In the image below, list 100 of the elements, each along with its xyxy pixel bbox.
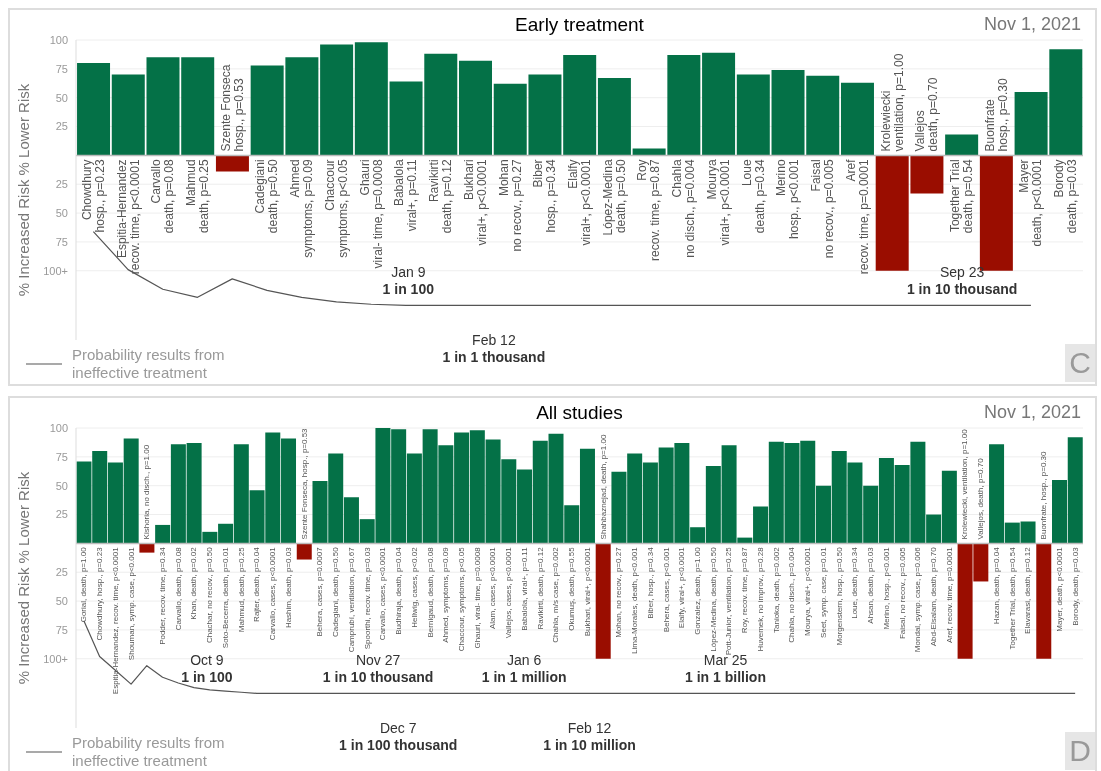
x-tick-label: Mourya, viral+, p<0.0001 [803,546,813,636]
x-tick-label: Budhiraja, death, p=0.04 [394,546,404,635]
y-tick-label: 50 [55,206,68,219]
y-tick-label: 100+ [43,264,68,277]
bar [354,42,388,156]
x-tick-label: Babalola, viral+, p=0.11 [519,546,529,631]
x-tick-label: Rajter, death, p=0.04 [252,546,262,622]
x-tick-label: Elavarasi, death, p=0.12 [1023,546,1033,634]
chart-subtitle: Nov 1, 2021 [983,402,1081,423]
bar [77,63,111,156]
bar [840,82,874,156]
bar [702,52,736,156]
x-tick-label: Alam, cases, p<0.0001 [488,546,498,629]
x-tick-label: Chahla, m/s case, p=0.002 [551,546,561,643]
x-tick-label: Faisal, no recov., p=0.005 [897,546,907,640]
y-tick-label: 50 [55,479,68,492]
panel-letter: D [1065,732,1095,770]
x-tick-label: Buonfrate, hosp., p=0.30 [1039,450,1049,540]
y-tick-label: 25 [55,178,68,191]
chart-subtitle: Nov 1, 2021 [983,14,1081,35]
x-tick-label: Ahmed, symptoms, p=0.09 [441,546,451,643]
y-tick-label: 75 [55,235,68,248]
x-tick-label: Khan, death, p=0.02 [189,546,199,620]
y-tick-label: 25 [55,566,68,579]
x-tick-label: Gorial, death, p=1.00 [79,546,89,623]
y-axis-title: % Increased Risk % Lower Risk [15,471,33,685]
x-tick-label: Chahla, no disch., p=0.004 [787,546,797,643]
bar [181,57,215,156]
x-tick-label: Vallejos, death, p=0.70 [976,457,986,540]
x-tick-label: Abd-Elsalam, death, p=0.70 [929,546,939,647]
x-tick-label: Loue, death, p=0.34 [850,546,860,619]
x-tick-label: Chowdhury, hosp., p=0.23 [95,546,105,641]
x-tick-label: Seet, symp. case, p=0.01 [818,546,828,638]
x-tick-label: Bukhari, viral+, p<0.0001 [582,546,592,637]
bar [736,74,770,156]
x-tick-label: Szente Fonseca hosp., p=0.53 [218,64,246,152]
x-tick-label: Shouman, symp. case, p<0.001 [126,546,136,661]
x-tick-label: Krolewiecki ventilation, p=1.00 [878,53,906,152]
x-tick-label: Vallejos, cases, p<0.0001 [504,546,514,639]
x-tick-label: Together Trial, death, p=0.54 [1007,546,1017,650]
x-tick-label: Roy, recov. time, p=0.87 [740,546,750,634]
x-tick-label: Ahsan, death, p=0.03 [866,546,876,624]
x-tick-label: Cadegiani, death, p=0.50 [331,546,341,638]
legend-label: Probability results from ineffective treatment [72,346,226,382]
y-tick-label: 75 [55,62,68,75]
x-tick-label: Espitia-Hernandez, recov. time, p<0.0001 [110,546,120,695]
annotation: Sep 23 1 in 10 thousand [906,263,1018,297]
x-tick-label: Lima-Morales, death, p<0.001 [630,546,640,654]
x-tick-label: Hellwig, cases, p<0.02 [409,546,419,628]
x-tick-label: Merino, hosp., p<0.001 [881,546,891,630]
x-tick-label: Elalfy, viral+, p<0.0001 [677,546,687,629]
chart-title: All studies [536,402,623,423]
x-tick-label: Pott-Junior, ventilation, p=0.25 [724,546,734,656]
annotation: Feb 12 1 in 1 thousand [442,331,546,365]
x-tick-label: Carvallo, cases, p<0.0001 [378,546,388,641]
x-tick-label: Spoorthi, recov. time, p=0.03 [362,546,372,650]
x-tick-label: Vallejos death, p=0.70 [913,77,941,152]
annotation: Jan 6 1 in 1 million [481,651,567,685]
bar [597,78,631,156]
x-tick-label: Buonfrate hosp., p=0.30 [982,78,1010,152]
x-tick-label: Mahmud, death, p=0.25 [236,546,246,633]
x-tick-label: Mohan, no recov., p=0.27 [614,546,624,638]
panel-letter: C [1065,344,1095,382]
y-tick-label: 100+ [43,652,68,665]
x-tick-label: Carvallo, cases, p<0.0001 [268,546,278,641]
y-tick-label: 25 [55,120,68,133]
x-tick-label: Biber, hosp., p=0.34 [645,546,655,619]
x-tick-label: Behera, cases, p<0.001 [661,546,671,633]
annotation: Jan 9 1 in 100 [382,263,435,297]
bar [296,543,312,560]
y-tick-label: 25 [55,508,68,521]
annotation: Oct 9 1 in 100 [181,651,233,685]
x-tick-label: Borody, death, p=0.03 [1070,546,1080,626]
x-tick-label: Chowdhury hosp., p=0.23 [79,159,107,233]
x-tick-label: Mondal, symp. case, p=0.006 [913,546,923,653]
bar [215,155,249,172]
annotation: Nov 27 1 in 10 thousand [322,651,434,685]
x-tick-label: Huvemek, no improv., p=0.28 [755,546,765,652]
x-tick-label: Ravikirti, death, p=0.12 [535,546,545,630]
bar [320,44,354,156]
x-tick-label: Ghauri, viral- time, p=0.0008 [472,546,482,649]
x-tick-label: Aref, recov. time, p=0.0001 [944,546,954,644]
y-tick-label: 100 [49,33,68,46]
x-tick-label: Kishoria, no disch., p=1.00 [142,444,152,540]
bar [595,543,611,659]
y-tick-label: 75 [55,623,68,636]
y-tick-label: 75 [55,450,68,463]
x-tick-label: Podder, recov. time, p=0.34 [158,546,168,645]
legend-label: Probability results from ineffective treatment [72,734,226,770]
x-tick-label: Morgenstern, hosp., p=0.50 [834,546,844,646]
x-tick-label: López-Medina, death, p=0.50 [708,546,718,652]
y-tick-label: 50 [55,91,68,104]
x-tick-label: Mayer, death, p<0.0001 [1054,546,1064,632]
y-tick-label: 100 [49,421,68,434]
y-tick-label: 50 [55,594,68,607]
x-tick-label: Hazan, death, p=0.04 [991,546,1001,625]
x-tick-label: Camprubí, ventilation, p=0.67 [346,546,356,653]
x-tick-label: Soto-Becerra, death, p=0.01 [220,546,230,649]
x-tick-label: Szente Fonseca, hosp., p=0.53 [299,427,309,540]
x-tick-label: Hashim, death, p=0.03 [283,546,293,629]
